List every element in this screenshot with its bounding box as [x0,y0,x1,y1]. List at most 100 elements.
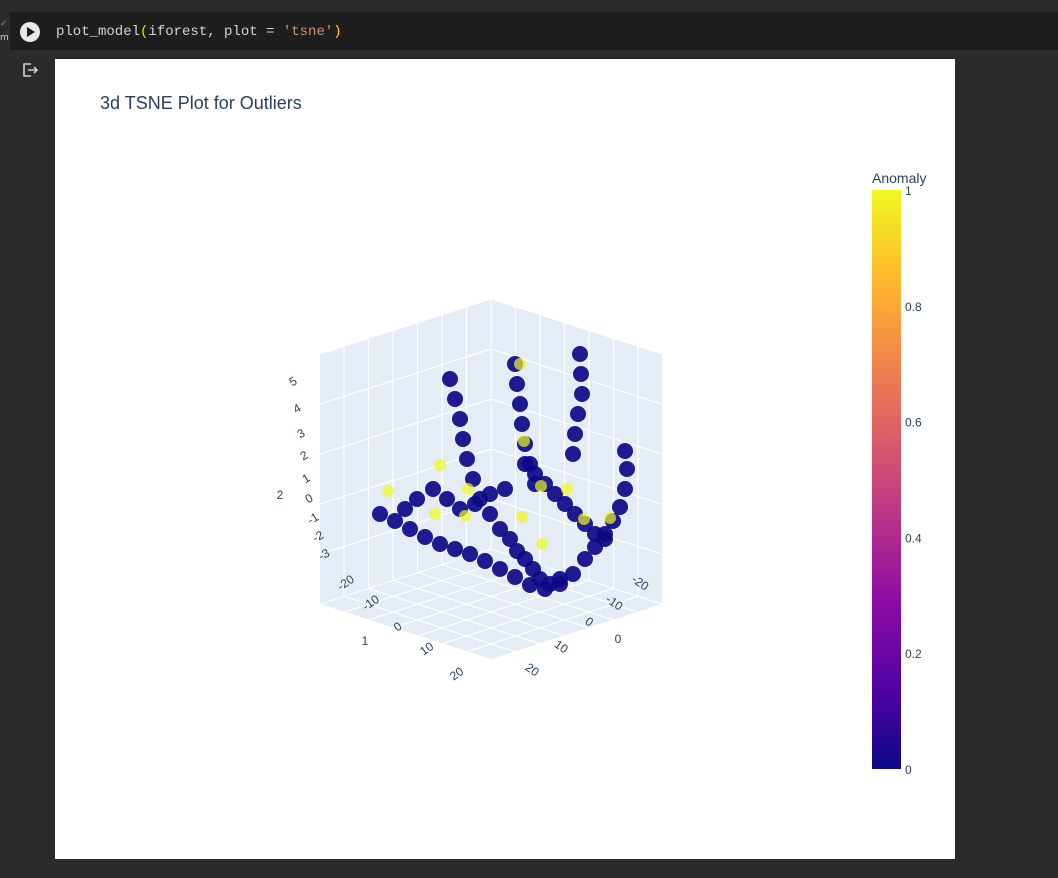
data-point [372,506,388,522]
data-point [527,466,543,482]
data-point [397,501,413,517]
data-point [517,456,533,472]
run-duration: m [0,33,9,43]
data-point [512,396,528,412]
gridline [319,398,492,455]
gridline [319,348,492,405]
data-point [492,561,508,577]
code-open-paren: ( [140,24,149,40]
gridline [368,587,541,645]
code-args: iforest, plot = [148,24,283,40]
scatter-points [372,346,635,597]
data-point [557,496,573,512]
chart-title: 3d TSNE Plot for Outliers [100,93,302,113]
data-point [387,513,403,529]
plot-output: 3d TSNE Plot for Outliers -3 -2 -1 0 1 2 3 4 5 -2… [55,59,955,859]
data-point [432,536,448,552]
output-redirect-icon[interactable] [22,62,40,78]
data-point [417,529,433,545]
data-point [597,531,613,547]
data-point [465,471,481,487]
axis-tick-label: 1 [362,634,369,648]
data-point [573,366,589,382]
run-status-check: ✓ [0,19,8,29]
code-function: plot_model [56,24,141,40]
data-point [509,376,525,392]
data-point [482,486,498,502]
play-icon [27,27,35,37]
data-point [409,491,425,507]
data-point [547,486,563,502]
outlier-point [604,512,616,524]
axis-tick-label: 10 [417,639,436,658]
data-point [442,371,458,387]
data-point [425,481,441,497]
code-cell[interactable] [10,12,1058,50]
cell-gutter: ✓ m [0,12,10,52]
axis-tick-label: -1 [305,510,322,528]
gridline [417,572,590,629]
run-cell-button[interactable] [20,22,40,42]
data-point [492,521,508,537]
data-point [452,411,468,427]
data-point [455,431,471,447]
axis-tick-label: 20 [523,660,542,679]
data-point [577,551,593,567]
outlier-point [459,510,471,522]
data-point [612,499,628,515]
colorbar-gradient [872,190,901,769]
data-point [567,426,583,442]
code-close-paren: ) [333,24,342,40]
outlier-point [516,511,528,523]
data-point [617,443,633,459]
top-strip [0,0,1058,12]
data-point [507,569,523,585]
gridline [392,580,565,637]
axis-tick-label: 0 [615,632,622,646]
data-point [482,506,498,522]
data-point [552,571,568,587]
axis-tick-label: 2 [298,448,311,464]
data-point [619,461,635,477]
outlier-point [518,435,530,447]
outlier-point [536,538,548,550]
colorbar-tick-label: 0 [905,763,912,777]
axis-tick-label: 2 [277,488,284,502]
data-point [402,521,418,537]
gridline [466,595,639,653]
data-point [477,553,493,569]
data-point [459,451,475,467]
code-string: 'tsne' [282,24,334,40]
outlier-point [434,459,446,471]
colorbar-tick-label: 0.4 [905,531,922,545]
data-point [565,446,581,462]
axis-tick-label: 1 [300,471,313,487]
data-point [570,406,586,422]
gridline [490,498,663,555]
gridline [441,587,614,645]
outlier-point [561,483,573,495]
data-point [497,481,513,497]
colorbar: Anomaly 0 0.2 0.4 0.6 0.8 1 [872,170,926,777]
colorbar-tick-label: 0.8 [905,300,922,314]
tsne-3d-plot[interactable]: 3d TSNE Plot for Outliers -3-2-1012345-2… [55,59,955,859]
outlier-point [462,483,474,495]
axis-tick-label: 4 [291,401,304,417]
data-point [514,416,530,432]
data-point [467,496,483,512]
data-point [617,481,633,497]
colorbar-tick-label: 1 [905,184,912,198]
outlier-point [382,485,394,497]
outlier-point [429,508,441,520]
code-editor[interactable]: plot_model(iforest, plot = 'tsne') [56,22,342,42]
data-point [447,541,463,557]
data-point [574,386,590,402]
axis-tick-label: 10 [552,637,571,656]
data-point [462,546,478,562]
data-point [502,531,518,547]
colorbar-tick-label: 0.2 [905,647,922,661]
outlier-point [578,513,590,525]
axis-tick-label: 3 [295,426,308,442]
colorbar-title: Anomaly [872,170,926,186]
axis-tick-label: 0 [303,491,316,507]
